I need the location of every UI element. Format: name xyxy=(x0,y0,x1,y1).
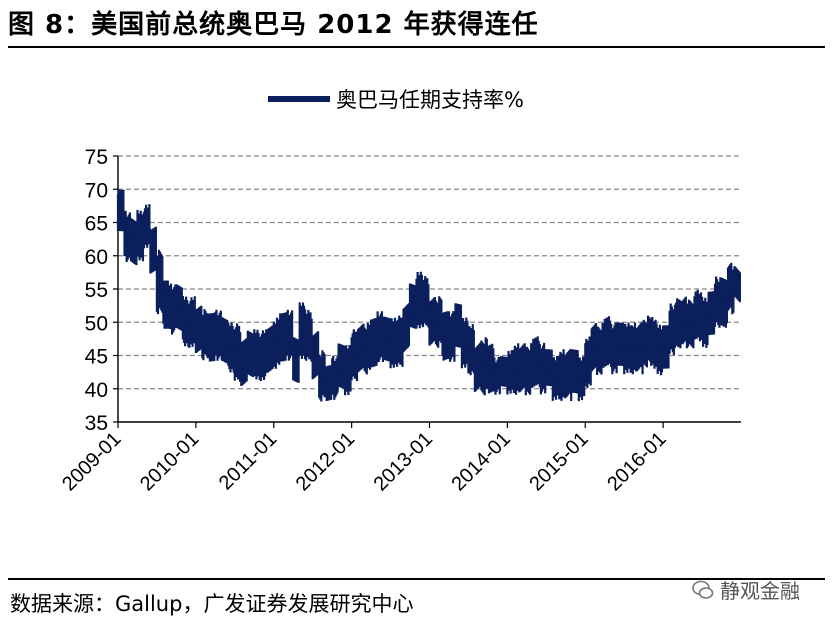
title-rule xyxy=(8,46,825,48)
y-tick-label: 60 xyxy=(85,246,108,269)
watermark: 静观金融 xyxy=(692,575,800,604)
daily-range-band xyxy=(116,189,741,402)
y-tick-label: 45 xyxy=(85,346,108,369)
line-chart: 35 40 45 50 55 60 65 70 75 2009-01 2010-01 2011-01… xyxy=(58,88,741,495)
source-rule xyxy=(8,578,825,580)
x-tick-label: 2011-01 xyxy=(215,428,281,494)
x-tick-labels: 2009-01 2010-01 2011-01 2012-01 2013-01 2014-… xyxy=(58,428,671,495)
x-tick-label: 2013-01 xyxy=(370,428,437,495)
legend-label: 奥巴马任期支持率% xyxy=(336,88,524,112)
watermark-text: 静观金融 xyxy=(720,579,800,603)
source-note: 数据来源：Gallup，广发证券发展研究中心 xyxy=(10,592,414,616)
wechat-icon xyxy=(692,580,714,599)
y-tick-label: 70 xyxy=(85,179,108,202)
y-tick-label: 75 xyxy=(85,146,108,169)
x-tick-label: 2015-01 xyxy=(525,428,592,495)
y-tick-label: 35 xyxy=(85,412,108,435)
range-strokes xyxy=(116,189,741,402)
y-tick-label: 40 xyxy=(85,379,108,402)
series-line-approval xyxy=(119,208,740,391)
x-tick-label: 2009-01 xyxy=(58,428,125,495)
y-tick-label: 65 xyxy=(85,213,108,236)
x-tick-label: 2012-01 xyxy=(292,428,359,495)
y-tick-label: 50 xyxy=(85,312,108,335)
x-tick-label: 2014-01 xyxy=(447,428,514,495)
y-tick-labels: 35 40 45 50 55 60 65 70 75 xyxy=(85,146,108,435)
y-tick-label: 55 xyxy=(85,279,108,302)
figure-title: 图 8：美国前总统奥巴马 2012 年获得连任 xyxy=(8,10,539,40)
series-layer xyxy=(119,208,740,391)
x-tick-label: 2016-01 xyxy=(603,428,670,495)
x-tick-label: 2010-01 xyxy=(136,428,203,495)
legend: 奥巴马任期支持率% xyxy=(268,88,524,112)
